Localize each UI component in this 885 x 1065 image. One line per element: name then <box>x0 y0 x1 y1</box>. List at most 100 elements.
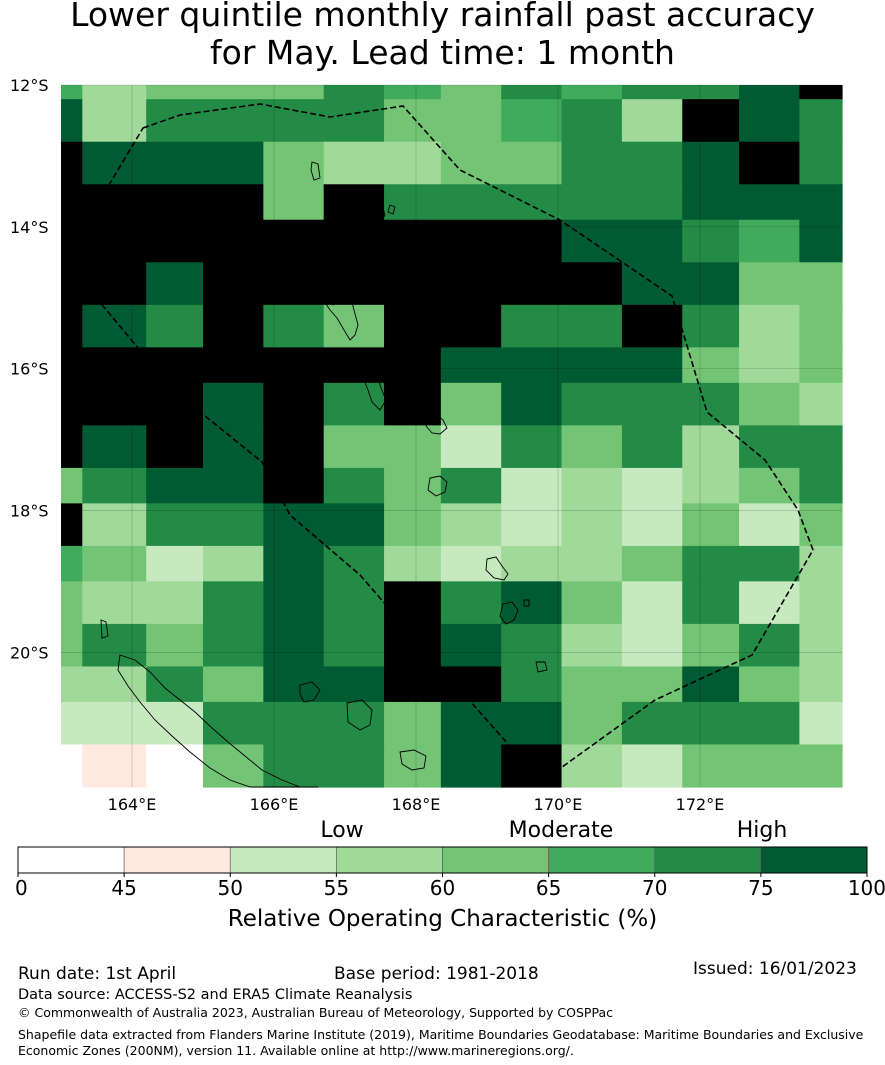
grid-cell <box>440 701 502 746</box>
grid-cell <box>739 623 800 668</box>
grid-cell <box>323 425 385 469</box>
grid-cell <box>561 85 623 100</box>
lat-label: 20°S <box>10 643 49 662</box>
grid-cell <box>203 467 264 504</box>
grid-cell <box>501 503 563 547</box>
grid-cell <box>682 141 740 185</box>
grid-cell <box>146 304 204 348</box>
colorbar-tick-label: 55 <box>324 876 349 900</box>
grid-cell <box>146 545 204 582</box>
grid-cell <box>203 141 264 185</box>
grid-cell <box>61 581 83 625</box>
grid-cell <box>203 503 264 547</box>
grid-cell <box>203 184 264 221</box>
grid-cell <box>61 382 83 426</box>
colorbar-tick-label: 50 <box>218 876 243 900</box>
grid-cell <box>263 141 325 185</box>
grid-cell <box>203 99 264 143</box>
grid-cell <box>501 382 563 426</box>
grid-cell <box>323 262 385 306</box>
grid-cell <box>146 467 204 504</box>
grid-cell <box>501 744 563 788</box>
grid-cell <box>263 304 325 348</box>
grid-cell <box>799 545 843 582</box>
grid-cell <box>621 467 683 504</box>
grid-cell <box>146 382 204 426</box>
island-malakula <box>355 347 387 411</box>
island-small-2 <box>364 191 372 200</box>
grid-cell <box>82 701 147 746</box>
grid-cell <box>440 184 502 221</box>
grid-cell <box>799 219 843 263</box>
grid-cell <box>682 503 740 547</box>
grid-cell <box>263 382 325 426</box>
island-epi <box>421 333 435 367</box>
grid-cell <box>799 467 843 504</box>
colorbar-tick-label: 60 <box>430 876 455 900</box>
grid-cell <box>82 184 147 221</box>
grid-cell <box>61 141 83 185</box>
grid-cell <box>621 262 683 306</box>
grid-cell <box>561 744 623 788</box>
island-loyalty-mare <box>399 749 427 771</box>
title-line-2: for May. Lead time: 1 month <box>210 33 675 72</box>
grid-cell <box>323 467 385 504</box>
island-new-caledonia <box>117 654 318 788</box>
colorbar-category-labels: Low Moderate High <box>0 818 885 848</box>
grid-cell <box>799 304 843 348</box>
grid-cell <box>384 347 442 384</box>
grid-cell <box>203 581 264 625</box>
grid-cell <box>61 545 83 582</box>
grid-cell <box>323 744 385 788</box>
grid-cell <box>561 503 623 547</box>
grid-cell <box>621 85 683 100</box>
grid-cell <box>146 666 204 703</box>
grid-cell <box>682 666 740 703</box>
grid-cell <box>561 141 623 185</box>
grid-cell <box>146 623 204 668</box>
grid-cell <box>682 545 740 582</box>
grid-cell <box>561 184 623 221</box>
grid-cell <box>323 99 385 143</box>
island-small-5 <box>535 661 548 673</box>
island-ambae <box>393 317 419 333</box>
grid-cell <box>82 99 147 143</box>
grid-cell <box>440 503 502 547</box>
grid-cell <box>621 347 683 384</box>
grid-cell <box>82 744 147 788</box>
grid-cell <box>323 623 385 668</box>
copyright: © Commonwealth of Australia 2023, Austra… <box>18 1005 613 1020</box>
grid-cell <box>61 425 83 469</box>
grid-cell <box>263 581 325 625</box>
grid-cell <box>501 85 563 100</box>
grid-cell <box>799 382 843 426</box>
grid-cell <box>621 503 683 547</box>
grid-cell <box>621 545 683 582</box>
grid-cell <box>682 425 740 469</box>
grid-cell <box>146 503 204 547</box>
grid-cell <box>682 467 740 504</box>
grid-cell <box>263 85 325 100</box>
grid-cell <box>323 85 385 100</box>
grid-cell <box>682 184 740 221</box>
grid-cell <box>799 581 843 625</box>
map-title: Lower quintile monthly rainfall past acc… <box>0 0 885 72</box>
island-loyalty-lifou <box>346 699 373 731</box>
grid-cell <box>501 467 563 504</box>
grid-cell <box>621 382 683 426</box>
grid-cell <box>82 581 147 625</box>
grid-cell <box>799 85 843 100</box>
island-aneityum <box>499 601 519 625</box>
grid-cell <box>682 85 740 100</box>
grid-cell <box>501 141 563 185</box>
colorbar-segment <box>548 846 656 874</box>
colorbar-tick-label: 0 <box>15 876 28 900</box>
grid-cell <box>323 219 385 263</box>
island-efate <box>425 413 448 435</box>
grid-cell <box>61 85 83 100</box>
island-loyalty-ouvea <box>299 681 321 703</box>
grid-cell <box>384 744 442 788</box>
grid-cell <box>621 666 683 703</box>
issued-date: Issued: 16/01/2023 <box>693 959 857 979</box>
grid-cell <box>739 425 800 469</box>
